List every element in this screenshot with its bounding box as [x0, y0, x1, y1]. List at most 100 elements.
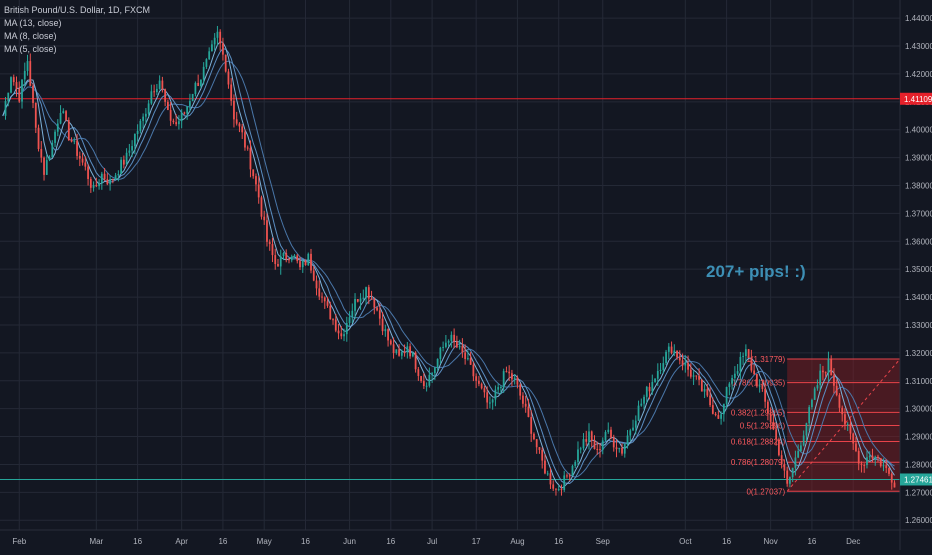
candle-body: [133, 133, 136, 147]
candle-body: [571, 465, 574, 476]
candle-body: [469, 358, 472, 365]
candle-body: [87, 166, 89, 179]
candle-body: [10, 77, 12, 93]
candle-body: [78, 155, 81, 159]
candle-body: [835, 385, 838, 396]
x-tick-label: Oct: [679, 537, 692, 546]
candle-body: [403, 352, 406, 354]
candle-body: [161, 80, 164, 90]
candle-body: [54, 131, 56, 143]
candle-body: [868, 455, 871, 458]
candle-body: [621, 447, 623, 454]
candle-body: [76, 140, 78, 156]
fib-level-label: 0.382(1.29865): [731, 408, 786, 417]
candle-body: [51, 142, 54, 158]
candle-body: [310, 253, 312, 271]
candle-body: [21, 79, 23, 102]
candle-body: [524, 403, 527, 407]
candle-body: [147, 103, 150, 114]
candle-body: [178, 121, 180, 125]
x-tick-label: Apr: [175, 537, 188, 546]
candle-body: [742, 356, 745, 358]
candle-body: [511, 373, 513, 380]
candle-body: [775, 429, 778, 440]
candle-body: [34, 102, 37, 128]
candle-body: [811, 399, 813, 408]
candle-body: [373, 299, 376, 308]
candle-body: [593, 440, 596, 450]
candle-body: [392, 344, 395, 354]
candle-body: [629, 430, 632, 436]
candle-body: [733, 373, 736, 378]
candle-body: [169, 110, 172, 121]
candle-body: [312, 270, 315, 281]
candle-body: [480, 383, 483, 389]
candle-body: [789, 477, 791, 484]
candle-body: [676, 350, 678, 358]
candle-body: [544, 460, 546, 474]
candle-body: [65, 111, 67, 121]
candle-body: [340, 333, 343, 337]
candle-body: [744, 349, 747, 357]
candle-body: [505, 371, 508, 373]
candle-body: [428, 374, 431, 386]
candle-body: [216, 31, 219, 38]
candle-body: [714, 413, 717, 416]
candle-body: [855, 443, 857, 451]
candle-body: [692, 375, 695, 377]
candle-body: [318, 288, 321, 297]
fib-level-label: 0.786(1.30935): [731, 379, 786, 388]
candle-body: [45, 160, 48, 175]
y-tick-label: 1.35000: [905, 265, 932, 274]
candle-body: [634, 420, 637, 428]
candle-body: [833, 375, 835, 386]
candle-body: [491, 399, 494, 403]
annotation-text: 207+ pips! :): [706, 262, 806, 281]
candle-body: [81, 158, 84, 163]
candle-body: [356, 299, 359, 302]
x-tick-label: Sep: [596, 537, 611, 546]
x-tick-label: 16: [301, 537, 310, 546]
candle-body: [574, 461, 577, 466]
y-tick-label: 1.26000: [905, 516, 932, 525]
candle-body: [263, 216, 266, 221]
candle-body: [299, 261, 301, 268]
candle-body: [890, 473, 893, 483]
candle-body: [849, 424, 852, 434]
candle-body: [227, 71, 230, 85]
candle-body: [857, 450, 860, 464]
candle-body: [530, 417, 533, 434]
candle-body: [125, 152, 128, 165]
candle-body: [783, 463, 786, 471]
candle-body: [612, 437, 615, 448]
candle-body: [698, 375, 700, 380]
candle-body: [667, 346, 670, 352]
candle-body: [37, 127, 40, 149]
candle-body: [659, 369, 662, 371]
candle-body: [444, 342, 447, 347]
candle-body: [249, 148, 252, 170]
candle-body: [579, 448, 582, 450]
candle-body: [345, 323, 348, 335]
candle-body: [103, 173, 106, 180]
y-tick-label: 1.33000: [905, 321, 932, 330]
price-axis-bg: [900, 0, 932, 550]
candle-body: [557, 489, 560, 491]
candle-body: [654, 378, 656, 382]
candle-body: [670, 346, 673, 354]
candle-body: [758, 385, 761, 387]
candle-body: [786, 470, 789, 484]
candle-body: [200, 79, 202, 86]
candle-body: [411, 352, 414, 357]
candle-body: [566, 475, 568, 477]
candle-body: [731, 377, 734, 384]
candle-body: [678, 357, 681, 361]
candle-body: [194, 82, 197, 94]
x-tick-label: 16: [807, 537, 816, 546]
candle-body: [224, 54, 227, 72]
candle-body: [546, 473, 549, 475]
fib-level-label: 1(1.31779): [746, 355, 785, 364]
candle-body: [538, 447, 541, 450]
x-tick-label: Jul: [427, 537, 437, 546]
